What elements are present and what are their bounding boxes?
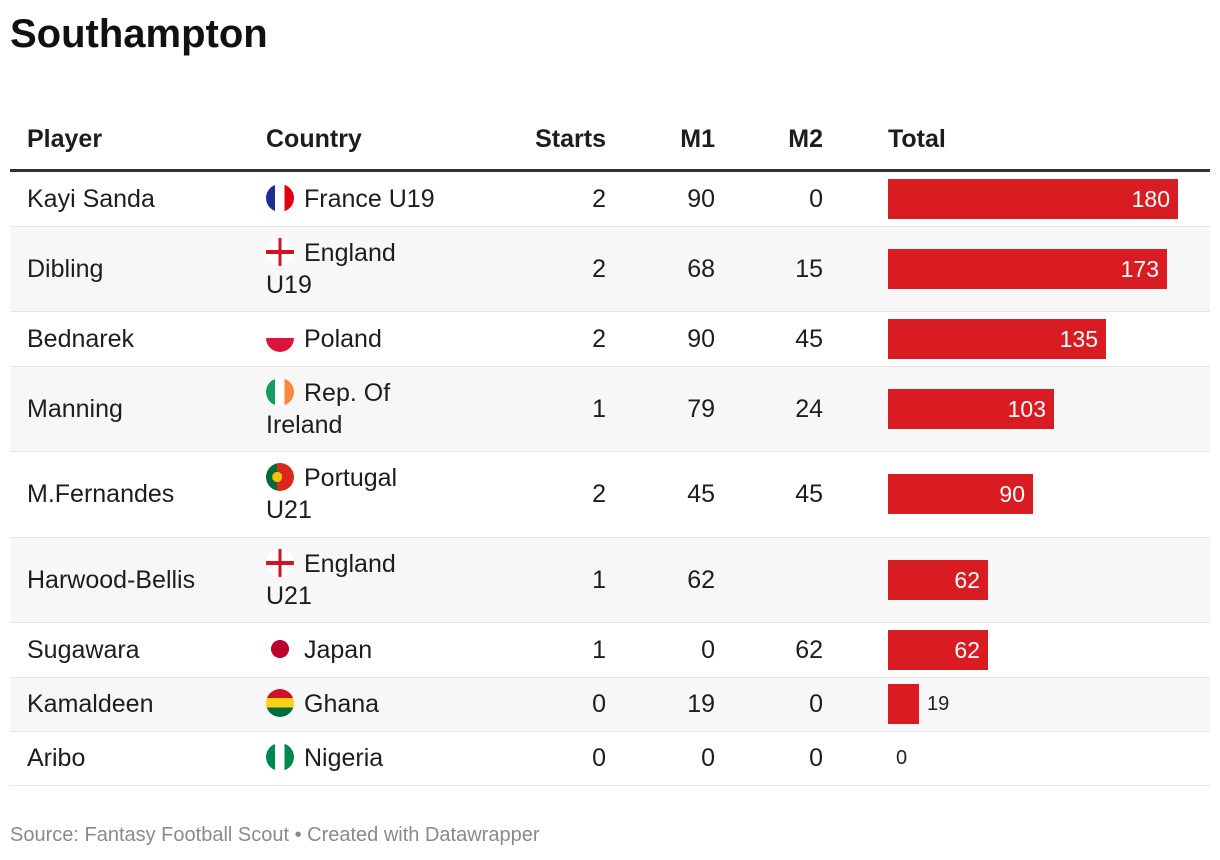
starts-value: 1 xyxy=(466,537,606,623)
player-name: Kamaldeen xyxy=(27,690,154,718)
ghana-flag-icon xyxy=(266,689,294,717)
player-name: Harwood-Bellis xyxy=(27,565,196,594)
player-name: Bednarek xyxy=(27,324,135,353)
starts-value: 2 xyxy=(466,451,606,538)
country-name: Portugal U21 xyxy=(266,464,398,524)
country-name: Rep. Of Ireland xyxy=(266,378,391,439)
country-name: Nigeria xyxy=(304,744,384,772)
total-bar: 62 xyxy=(888,629,988,670)
poland-flag-icon xyxy=(266,323,294,352)
player-name: Aribo xyxy=(27,744,86,772)
starts-value: 2 xyxy=(466,226,606,312)
m1-value: 68 xyxy=(606,226,715,312)
england-flag-icon xyxy=(266,237,294,266)
starts-value: 2 xyxy=(466,311,606,367)
m1-value: 0 xyxy=(606,731,715,786)
table-title: Southampton xyxy=(10,12,268,56)
m2-value xyxy=(715,537,823,623)
country-name: England U19 xyxy=(266,238,396,299)
starts-value: 0 xyxy=(466,677,606,732)
country-name: England U21 xyxy=(266,549,396,610)
total-bar: 90 xyxy=(888,474,1033,514)
player-name: Sugawara xyxy=(27,635,140,664)
m2-value: 15 xyxy=(715,226,823,312)
header-m2: M2 xyxy=(715,105,823,172)
table-row: Sugawara Japan 1 0 62 62 xyxy=(10,622,1210,678)
source-footer: Source: Fantasy Football Scout • Created… xyxy=(10,824,540,846)
total-value: 62 xyxy=(954,636,980,663)
m2-value: 0 xyxy=(715,731,823,786)
table-row: Aribo Nigeria 0 0 0 0 xyxy=(10,731,1210,786)
country-name: Poland xyxy=(304,324,382,353)
total-value: 0 xyxy=(896,747,908,769)
header-starts: Starts xyxy=(466,105,606,172)
starts-value: 1 xyxy=(466,366,606,452)
japan-flag-icon xyxy=(266,634,294,663)
total-value: 173 xyxy=(1120,255,1159,282)
header-m1: M1 xyxy=(606,105,715,172)
m2-value: 24 xyxy=(715,366,823,452)
m2-value: 45 xyxy=(715,451,823,538)
m1-value: 62 xyxy=(606,537,715,623)
ireland-flag-icon xyxy=(266,377,294,406)
total-value: 62 xyxy=(954,566,980,593)
total-bar: 173 xyxy=(888,248,1167,289)
total-bar: 103 xyxy=(888,388,1054,429)
total-value: 19 xyxy=(927,693,950,715)
total-bar: 62 xyxy=(888,559,988,600)
starts-value: 0 xyxy=(466,731,606,786)
table-row: Dibling England U19 2 68 15 173 xyxy=(10,226,1210,312)
table-row: M.Fernandes Portugal U21 2 45 45 90 xyxy=(10,451,1210,538)
country-name: Japan xyxy=(304,635,373,664)
total-value: 135 xyxy=(1059,325,1098,352)
total-value: 180 xyxy=(1131,185,1170,212)
total-bar: 180 xyxy=(888,178,1178,219)
nigeria-flag-icon xyxy=(266,743,294,771)
total-value: 90 xyxy=(999,481,1025,507)
country-name: Ghana xyxy=(304,690,380,718)
france-flag-icon xyxy=(266,183,294,212)
starts-value: 1 xyxy=(466,622,606,678)
player-name: Kayi Sanda xyxy=(27,184,155,213)
table-row: Manning Rep. Of Ireland 1 79 24 103 xyxy=(10,366,1210,452)
m1-value: 79 xyxy=(606,366,715,452)
m1-value: 19 xyxy=(606,677,715,732)
portugal-flag-icon xyxy=(266,463,294,491)
starts-value: 2 xyxy=(466,170,606,227)
m1-value: 90 xyxy=(606,311,715,367)
england-flag-icon xyxy=(266,548,294,577)
m1-value: 90 xyxy=(606,170,715,227)
total-bar: 19 xyxy=(888,684,949,724)
table-row: Kayi Sanda France U19 2 90 0 180 xyxy=(10,170,1210,227)
m1-value: 45 xyxy=(606,451,715,538)
total-value: 103 xyxy=(1007,395,1046,422)
header-total: Total xyxy=(823,105,1210,172)
m2-value: 0 xyxy=(715,677,823,732)
header-country: Country xyxy=(266,105,466,172)
players-table: Player Country Starts M1 M2 Total Kayi S… xyxy=(10,105,1210,786)
m2-value: 0 xyxy=(715,170,823,227)
m2-value: 45 xyxy=(715,311,823,367)
header-row: Player Country Starts M1 M2 Total xyxy=(10,105,1210,172)
player-name: Manning xyxy=(27,394,123,423)
country-name: France U19 xyxy=(304,184,435,213)
table-row: Bednarek Poland 2 90 45 135 xyxy=(10,311,1210,367)
m1-value: 0 xyxy=(606,622,715,678)
total-bar: 135 xyxy=(888,318,1106,359)
m2-value: 62 xyxy=(715,622,823,678)
table-row: Harwood-Bellis England U21 1 62 62 xyxy=(10,537,1210,623)
table-row: Kamaldeen Ghana 0 19 0 19 xyxy=(10,677,1210,732)
player-name: Dibling xyxy=(27,254,104,283)
header-player: Player xyxy=(10,105,266,172)
player-name: M.Fernandes xyxy=(27,480,175,508)
